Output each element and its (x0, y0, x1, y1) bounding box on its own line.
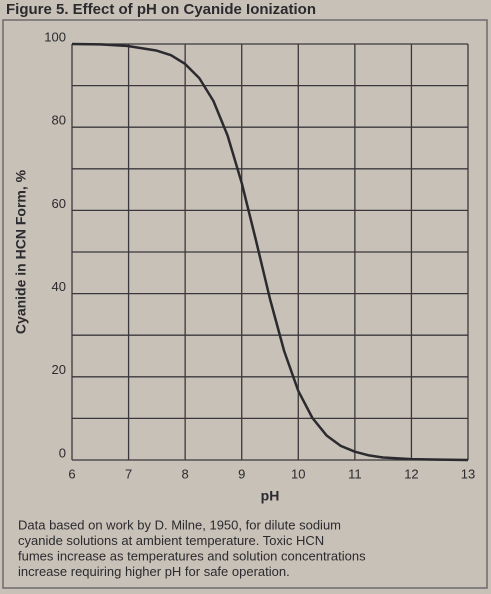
y-tick-label: 100 (44, 29, 66, 44)
x-tick-label: 13 (461, 466, 475, 481)
x-tick-label: 9 (238, 466, 245, 481)
caption-line: fumes increase as temperatures and solut… (18, 548, 366, 563)
y-tick-label: 20 (52, 362, 66, 377)
data-line (71, 42, 469, 462)
x-tick-label: 10 (291, 466, 305, 481)
y-tick-label: 60 (52, 196, 66, 211)
y-tick-label: 0 (59, 445, 66, 460)
y-axis-title: Cyanide in HCN Form, % (13, 169, 29, 334)
caption-line: Data based on work by D. Milne, 1950, fo… (18, 517, 341, 532)
x-axis-title: pH (261, 488, 280, 504)
caption-line: cyanide solutions at ambient temperature… (18, 533, 324, 548)
chart-title: Figure 5. Effect of pH on Cyanide Ioniza… (6, 1, 316, 18)
y-tick-label: 40 (52, 279, 66, 294)
x-tick-label: 6 (68, 466, 75, 481)
x-tick-label: 7 (125, 466, 132, 481)
x-tick-label: 12 (404, 466, 418, 481)
x-tick-label: 11 (348, 466, 362, 481)
frame (2, 19, 488, 589)
caption-line: increase requiring higher pH for safe op… (18, 564, 290, 579)
x-tick-label: 8 (182, 466, 189, 481)
y-tick-label: 80 (52, 113, 66, 128)
